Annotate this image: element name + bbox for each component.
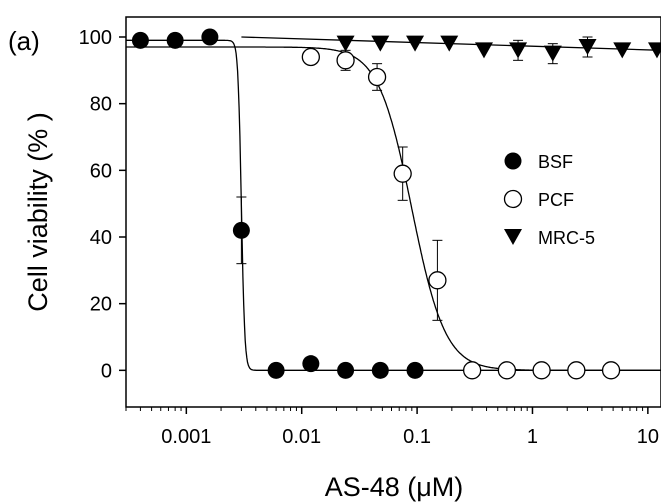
y-tick-label: 0 <box>101 360 112 382</box>
data-point-bsf <box>302 355 320 373</box>
legend-label-bsf: BSF <box>538 152 573 172</box>
data-point-pcf <box>428 271 447 290</box>
plot-area <box>126 28 661 380</box>
data-point-bsf <box>337 361 355 379</box>
data-point-mrc-5 <box>509 42 528 59</box>
data-point-bsf <box>131 31 149 49</box>
legend-marker-pcf <box>503 189 523 209</box>
x-tick-label: 10 <box>637 426 659 448</box>
data-point-bsf <box>406 361 424 379</box>
legend-label-mrc-5: MRC-5 <box>538 228 595 248</box>
data-point-mrc-5 <box>647 42 661 59</box>
x-tick-label: 0.1 <box>403 426 431 448</box>
x-axis-title: AS-48 (μM) <box>325 472 464 502</box>
data-point-bsf <box>267 361 285 379</box>
y-tick-label: 100 <box>79 27 112 49</box>
legend-marker-bsf <box>504 152 522 170</box>
x-axis: 0.001 0.01 0.1 1 10 <box>125 407 659 448</box>
y-tick-label: 20 <box>90 294 112 316</box>
data-point-pcf <box>462 361 482 380</box>
panel-label: (a) <box>8 26 40 56</box>
data-point-pcf <box>601 361 621 380</box>
data-point-mrc-5 <box>578 39 597 55</box>
y-axis-title: Cell viability (% ) <box>23 112 53 312</box>
data-point-mrc-5 <box>406 35 425 52</box>
y-tick-label: 40 <box>90 227 112 249</box>
data-point-bsf <box>166 31 184 49</box>
y-axis: 0 20 40 60 80 100 <box>79 27 126 382</box>
legend-marker-mrc-5 <box>504 229 522 245</box>
data-point-pcf <box>567 361 586 380</box>
fit-curve-bsf <box>126 39 661 371</box>
data-point-mrc-5 <box>613 42 632 59</box>
fit-curve-pcf <box>126 46 661 371</box>
data-point-mrc-5 <box>440 35 459 52</box>
data-point-pcf <box>532 361 551 380</box>
data-point-bsf <box>232 221 250 239</box>
data-point-pcf <box>301 47 320 67</box>
data-point-pcf <box>336 51 355 70</box>
data-point-pcf <box>497 361 517 380</box>
data-point-mrc-5 <box>336 35 355 52</box>
plot-frame <box>125 16 661 408</box>
x-tick-label: 0.001 <box>161 426 211 448</box>
data-point-bsf <box>371 361 389 379</box>
legend: BSF PCF MRC-5 <box>503 152 595 248</box>
y-tick-label: 80 <box>90 94 112 116</box>
x-tick-label: 0.01 <box>282 426 321 448</box>
data-point-mrc-5 <box>371 35 390 52</box>
data-point-pcf <box>393 164 412 183</box>
legend-label-pcf: PCF <box>538 190 574 210</box>
x-tick-label: 1 <box>527 426 538 448</box>
data-point-mrc-5 <box>543 45 562 62</box>
data-point-pcf <box>367 67 387 87</box>
data-point-mrc-5 <box>474 42 493 59</box>
y-tick-label: 60 <box>90 160 112 182</box>
data-point-bsf <box>201 28 219 46</box>
